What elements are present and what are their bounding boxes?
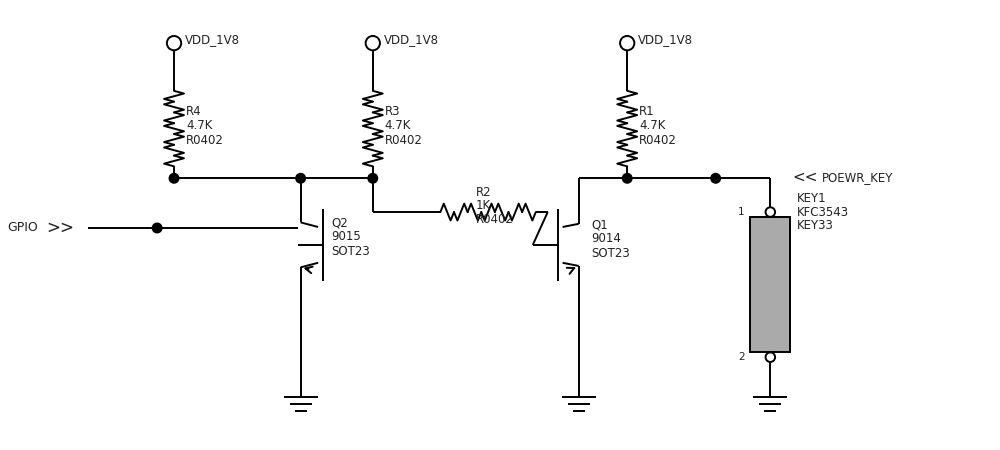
Text: R1: R1 bbox=[639, 105, 655, 118]
Circle shape bbox=[622, 174, 632, 183]
Text: R0402: R0402 bbox=[186, 134, 224, 147]
Text: R4: R4 bbox=[186, 105, 202, 118]
Circle shape bbox=[296, 174, 305, 183]
Text: 1K: 1K bbox=[476, 198, 491, 211]
Text: <<: << bbox=[792, 170, 818, 185]
Text: >>: >> bbox=[47, 219, 75, 237]
Text: VDD_1V8: VDD_1V8 bbox=[384, 33, 439, 45]
Circle shape bbox=[368, 174, 378, 183]
Text: R2: R2 bbox=[476, 186, 492, 199]
Text: 9015: 9015 bbox=[331, 230, 361, 243]
Circle shape bbox=[169, 174, 179, 183]
Text: R0402: R0402 bbox=[385, 134, 423, 147]
Circle shape bbox=[152, 223, 162, 233]
Text: POEWR_KEY: POEWR_KEY bbox=[822, 171, 893, 184]
Text: SOT23: SOT23 bbox=[331, 245, 370, 258]
Text: R3: R3 bbox=[385, 105, 400, 118]
Text: R0402: R0402 bbox=[639, 134, 677, 147]
Text: SOT23: SOT23 bbox=[591, 248, 630, 260]
Text: KEY33: KEY33 bbox=[797, 220, 834, 233]
Text: 2: 2 bbox=[738, 352, 744, 362]
Text: 1: 1 bbox=[738, 207, 744, 217]
Text: VDD_1V8: VDD_1V8 bbox=[185, 33, 240, 45]
Text: 4.7K: 4.7K bbox=[639, 119, 666, 132]
Text: VDD_1V8: VDD_1V8 bbox=[638, 33, 693, 45]
Text: KEY1: KEY1 bbox=[797, 192, 827, 205]
Circle shape bbox=[711, 174, 720, 183]
Text: 4.7K: 4.7K bbox=[186, 119, 212, 132]
Text: R0402: R0402 bbox=[476, 212, 514, 225]
Text: Q1: Q1 bbox=[591, 219, 608, 231]
Text: 9014: 9014 bbox=[591, 232, 621, 245]
Text: GPIO: GPIO bbox=[7, 221, 38, 234]
Text: KFC3543: KFC3543 bbox=[797, 206, 849, 219]
Text: Q2: Q2 bbox=[331, 216, 348, 230]
Text: 4.7K: 4.7K bbox=[385, 119, 411, 132]
Bar bbox=[750, 217, 790, 352]
